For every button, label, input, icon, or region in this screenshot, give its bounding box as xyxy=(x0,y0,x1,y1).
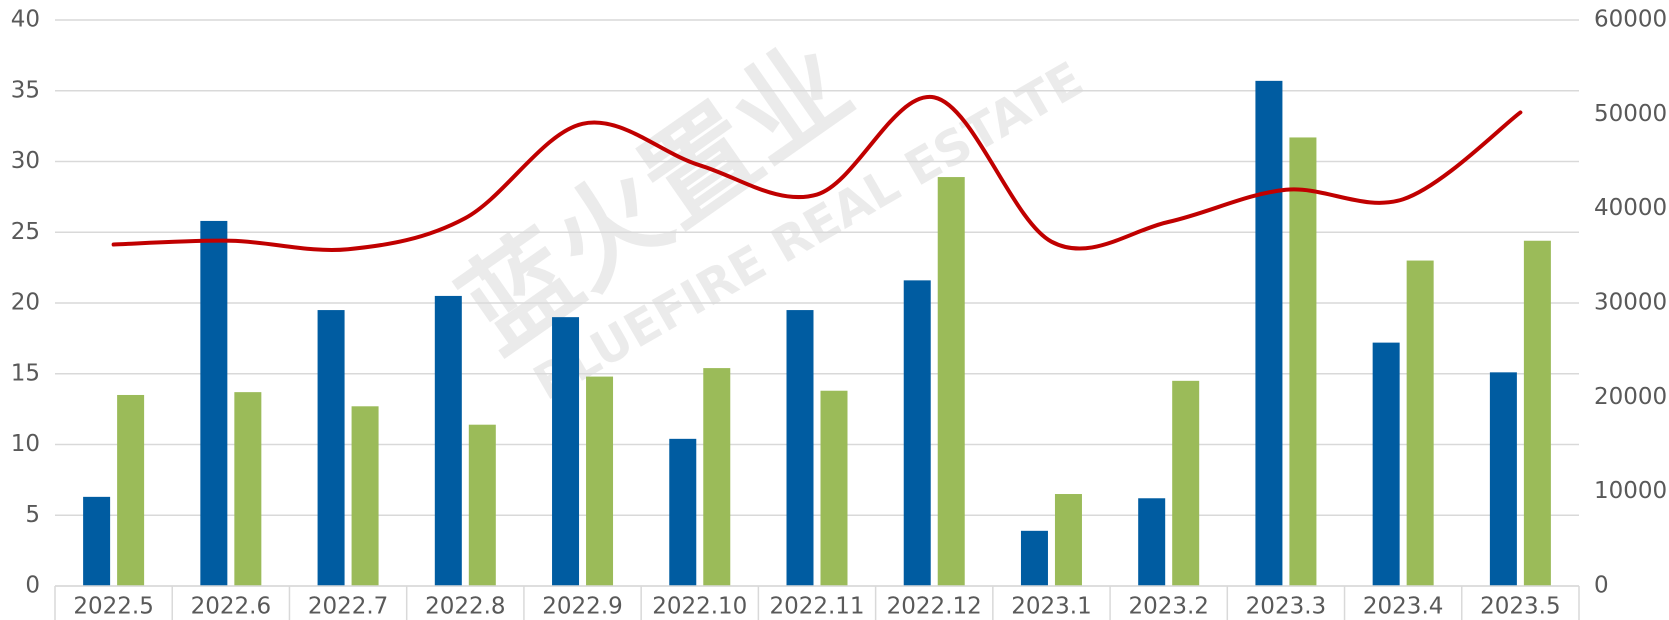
bar xyxy=(435,296,462,586)
bar xyxy=(586,377,613,586)
bar xyxy=(234,392,261,586)
y-tick-label: 10 xyxy=(11,431,40,457)
x-tick-label: 2022.8 xyxy=(425,594,505,620)
x-tick-label: 2022.11 xyxy=(769,594,864,620)
x-tick-label: 2022.6 xyxy=(191,594,271,620)
bar xyxy=(1172,381,1199,586)
bar xyxy=(938,177,965,586)
bar xyxy=(1289,137,1316,586)
y2-tick-label: 20000 xyxy=(1594,384,1667,410)
x-tick-label: 2022.5 xyxy=(73,594,153,620)
y-tick-label: 20 xyxy=(11,290,40,316)
y-tick-label: 15 xyxy=(11,360,40,386)
bar xyxy=(83,497,110,586)
y-tick-label: 25 xyxy=(11,219,40,245)
y2-tick-label: 50000 xyxy=(1594,101,1667,127)
bar xyxy=(787,310,814,586)
bar xyxy=(117,395,144,586)
y2-tick-label: 30000 xyxy=(1594,290,1667,316)
bar xyxy=(1407,261,1434,586)
x-tick-label: 2022.7 xyxy=(308,594,388,620)
x-tick-label: 2022.12 xyxy=(887,594,982,620)
bar xyxy=(469,425,496,586)
y2-tick-label: 10000 xyxy=(1594,478,1667,504)
x-tick-label: 2023.5 xyxy=(1480,594,1560,620)
bar xyxy=(352,406,379,586)
x-tick-label: 2022.10 xyxy=(652,594,747,620)
y2-tick-label: 40000 xyxy=(1594,195,1667,221)
x-tick-label: 2023.3 xyxy=(1246,594,1326,620)
x-tick-label: 2022.9 xyxy=(542,594,622,620)
bar xyxy=(821,391,848,586)
bar xyxy=(552,317,579,586)
page: {"chart_data": {"type": "bar", "watermar… xyxy=(0,0,1669,620)
bar xyxy=(904,280,931,586)
y-tick-label: 30 xyxy=(11,148,40,174)
y-tick-label: 35 xyxy=(11,77,40,103)
x-tick-label: 2023.4 xyxy=(1363,594,1443,620)
y-tick-label: 0 xyxy=(25,573,40,599)
y2-tick-label: 60000 xyxy=(1594,7,1667,33)
bar xyxy=(1021,531,1048,586)
bar xyxy=(1055,494,1082,586)
y-tick-label: 40 xyxy=(11,7,40,33)
bar xyxy=(318,310,345,586)
bar xyxy=(1490,372,1517,586)
bar xyxy=(1524,241,1551,586)
x-tick-label: 2023.1 xyxy=(1011,594,1091,620)
bar xyxy=(669,439,696,586)
x-tick-label: 2023.2 xyxy=(1128,594,1208,620)
y-tick-label: 5 xyxy=(25,502,40,528)
bar xyxy=(200,221,227,586)
bar xyxy=(1373,343,1400,586)
bar xyxy=(1255,81,1282,586)
bar xyxy=(703,368,730,586)
y2-tick-label: 0 xyxy=(1594,573,1609,599)
chart: 蓝火置业 BLUEFIRE REAL ESTATE 05101520253035… xyxy=(0,0,1669,620)
bar xyxy=(1138,498,1165,586)
